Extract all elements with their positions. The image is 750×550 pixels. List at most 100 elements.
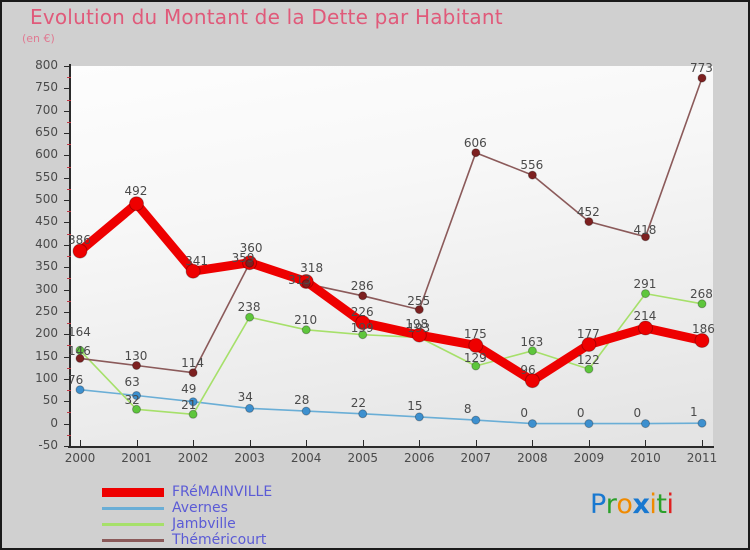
data-point [75,345,85,355]
data-point [584,217,594,227]
y-axis-tick [64,133,71,135]
x-axis-tick-label: 2000 [64,451,96,465]
y-axis-tick [64,110,71,112]
y-axis-tick [64,311,71,313]
x-axis-tick [532,440,534,447]
y-axis-tick-label: 800 [35,58,58,72]
data-point [697,299,707,309]
data-point [358,409,368,419]
legend-item-1[interactable]: Avernes [102,500,272,516]
data-point [414,412,424,422]
y-axis-tick-label: 700 [35,102,58,117]
y-axis-tick [64,267,71,269]
x-axis-tick-label: 2005 [347,451,378,465]
legend-item-3[interactable]: Théméricourt [102,532,272,548]
page-subtitle: (en €) [22,32,55,45]
x-axis-tick [475,440,477,447]
y-axis-minor-tick [67,233,71,235]
legend-item-label: FRéMAINVILLE [172,484,273,500]
legend-color-swatch [102,538,164,542]
logo-letter-6: i [666,489,674,520]
data-point [471,361,481,371]
legend-item-label: Théméricourt [172,532,267,548]
x-axis-tick-label: 2002 [177,451,209,465]
x-axis-tick-label: 2009 [573,451,605,465]
series-line [79,292,703,416]
y-axis-tick [64,222,71,224]
data-point [301,279,311,289]
x-axis-tick-label: 2006 [403,451,435,465]
y-axis-tick [64,155,71,157]
legend-item-0[interactable]: FRéMAINVILLE [102,484,272,500]
y-axis-minor-tick [67,166,71,168]
data-point [471,415,481,425]
y-axis-tick [64,88,71,90]
data-point [129,196,144,212]
data-point [468,337,484,353]
y-axis-tick-label: 150 [35,348,58,363]
x-axis-tick [249,440,251,447]
data-point [72,243,88,259]
x-axis-tick-label: 2010 [630,451,661,465]
data-point [355,315,371,331]
y-axis-tick-label: 500 [35,192,58,207]
y-axis-tick [64,423,71,425]
x-axis-tick [306,440,308,447]
data-point [358,330,368,340]
data-point [132,391,141,400]
page-title: Evolution du Montant de la Dette par Hab… [30,5,503,29]
y-axis-tick-label: 200 [35,326,58,341]
y-axis-tick-label: 650 [35,125,58,140]
legend: FRéMAINVILLE Avernes Jambville Théméricourt [102,484,272,548]
y-axis-minor-tick [67,144,71,146]
series-markers [72,196,710,389]
data-point [527,170,537,180]
data-point [414,305,424,315]
y-axis-tick [64,446,71,447]
x-axis-tick [702,440,703,447]
series-line [75,199,707,386]
series-canvas [72,73,710,429]
logo-letter-2: o [616,489,633,520]
y-axis-tick-label: 600 [35,147,58,162]
x-axis-tick-label: 2007 [460,451,492,465]
y-axis-tick [64,244,71,246]
data-point [641,289,650,299]
data-point [75,353,85,363]
x-axis-tick-label: 2004 [290,451,322,465]
y-axis-minor-tick [67,278,71,280]
y-axis-tick-label: 300 [35,281,58,296]
data-point [245,403,255,413]
y-axis-tick [64,66,71,67]
data-point [245,312,255,322]
y-axis-tick [64,356,71,358]
data-point [527,346,537,356]
x-axis-tick [419,440,421,447]
legend-item-2[interactable]: Jambville [102,516,272,532]
proxiti-logo: Proxiti [590,489,674,520]
data-point [188,409,198,419]
data-point [584,364,594,374]
x-axis-tick-label: 2011 [686,451,718,465]
y-axis-tick-label: 550 [35,169,58,184]
y-axis-minor-tick [67,77,71,79]
x-axis [68,446,714,448]
y-axis-minor-tick [67,412,71,414]
y-axis-minor-tick [67,300,71,302]
y-axis-tick-label: 0 [50,415,58,430]
data-point [188,368,198,378]
y-axis-tick [64,289,71,291]
data-point [524,373,540,389]
data-point [75,385,85,395]
y-axis-minor-tick [67,121,71,123]
y-axis-minor-tick [67,323,71,325]
y-axis-minor-tick [67,390,71,392]
y-axis-tick [64,378,71,380]
data-point [245,258,255,268]
y-axis-tick-label: 250 [35,303,58,318]
logo-letter-3: x [632,489,650,520]
series-markers [75,289,707,419]
series-markers [75,73,707,378]
data-point [411,327,427,343]
